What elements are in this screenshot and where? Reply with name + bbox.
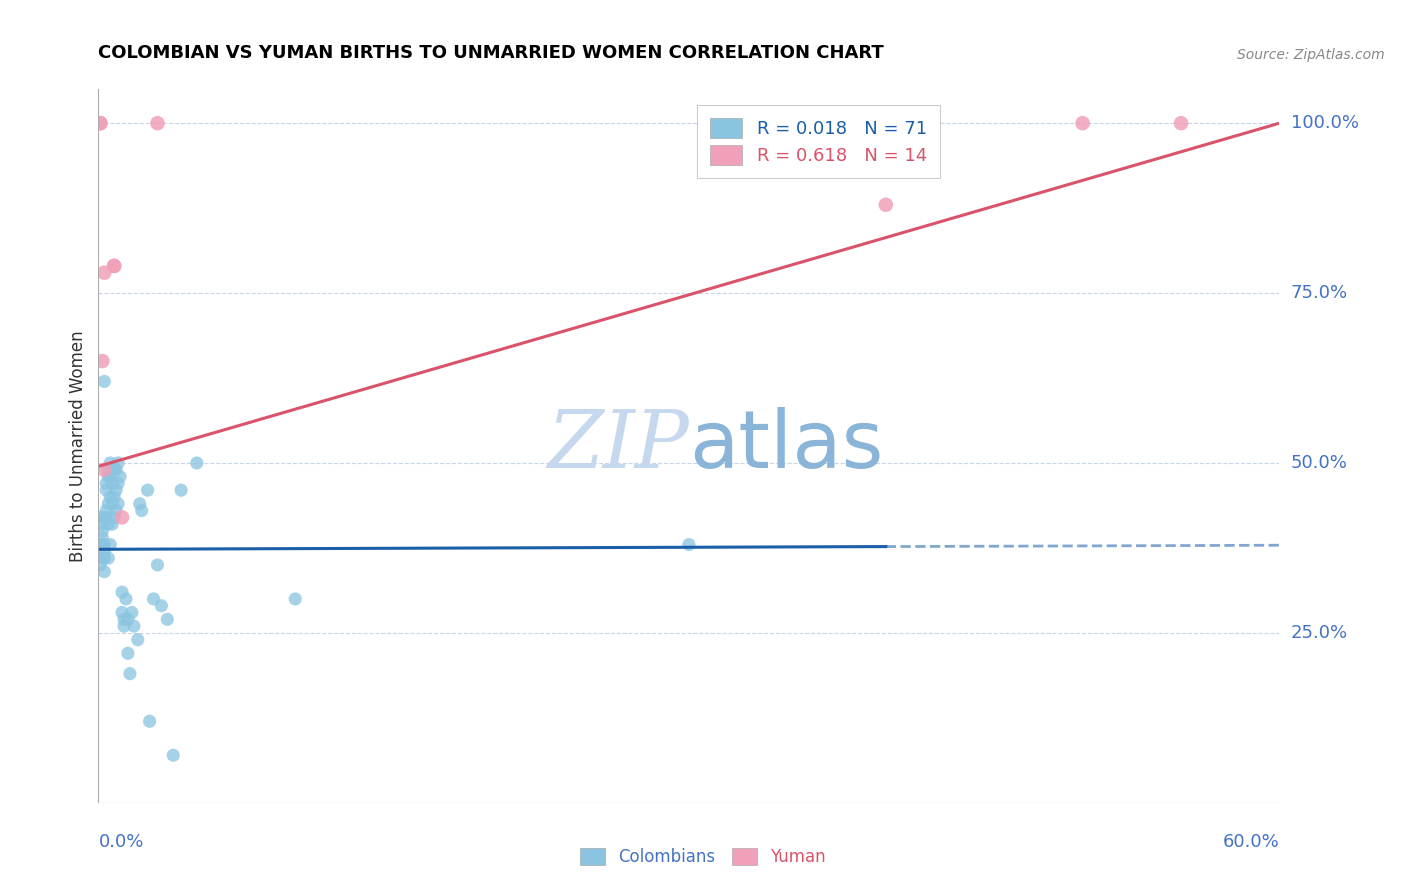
Point — [112, 619, 135, 633]
Point — [98, 456, 121, 470]
Point — [97, 463, 120, 477]
Point — [117, 646, 139, 660]
Point — [111, 585, 134, 599]
Point — [96, 476, 118, 491]
Point — [93, 375, 115, 389]
Point — [284, 591, 307, 606]
Point — [97, 497, 120, 511]
Point — [678, 537, 700, 551]
Point — [89, 116, 111, 130]
Point — [101, 517, 124, 532]
Point — [107, 497, 129, 511]
Point — [96, 510, 118, 524]
Point — [128, 497, 150, 511]
Text: 75.0%: 75.0% — [1291, 284, 1348, 302]
Text: ZIP: ZIP — [547, 408, 689, 484]
Point — [93, 565, 115, 579]
Point — [91, 537, 114, 551]
Point — [131, 503, 153, 517]
Point — [93, 551, 115, 566]
Text: 25.0%: 25.0% — [1291, 624, 1348, 642]
Point — [93, 544, 115, 558]
Point — [98, 469, 121, 483]
Point — [89, 558, 111, 572]
Point — [156, 612, 179, 626]
Point — [121, 606, 143, 620]
Point — [138, 714, 160, 729]
Point — [101, 497, 124, 511]
Point — [186, 456, 208, 470]
Point — [103, 259, 125, 273]
Y-axis label: Births to Unmarried Women: Births to Unmarried Women — [69, 330, 87, 562]
Point — [97, 469, 120, 483]
Point — [89, 116, 111, 130]
Point — [111, 510, 134, 524]
Point — [93, 537, 115, 551]
Point — [96, 503, 118, 517]
Point — [91, 517, 114, 532]
Point — [146, 558, 169, 572]
Point — [93, 266, 115, 280]
Point — [170, 483, 193, 498]
Point — [118, 666, 141, 681]
Point — [136, 483, 159, 498]
Text: COLOMBIAN VS YUMAN BIRTHS TO UNMARRIED WOMEN CORRELATION CHART: COLOMBIAN VS YUMAN BIRTHS TO UNMARRIED W… — [98, 45, 884, 62]
Point — [91, 531, 114, 545]
Point — [150, 599, 173, 613]
Point — [105, 463, 128, 477]
Point — [96, 483, 118, 498]
Point — [101, 476, 124, 491]
Point — [98, 537, 121, 551]
Point — [103, 510, 125, 524]
Point — [98, 490, 121, 504]
Point — [122, 619, 145, 633]
Point — [91, 524, 114, 538]
Point — [142, 591, 165, 606]
Legend: R = 0.018   N = 71, R = 0.618   N = 14: R = 0.018 N = 71, R = 0.618 N = 14 — [697, 105, 939, 178]
Point — [115, 591, 138, 606]
Point — [875, 198, 897, 212]
Point — [105, 483, 128, 498]
Text: Source: ZipAtlas.com: Source: ZipAtlas.com — [1237, 48, 1385, 62]
Point — [1071, 116, 1094, 130]
Point — [103, 490, 125, 504]
Text: atlas: atlas — [689, 407, 883, 485]
Point — [97, 517, 120, 532]
Text: 0.0%: 0.0% — [98, 833, 143, 851]
Text: 60.0%: 60.0% — [1223, 833, 1279, 851]
Legend: Colombians, Yuman: Colombians, Yuman — [572, 840, 834, 875]
Point — [117, 612, 139, 626]
Point — [101, 463, 124, 477]
Point — [127, 632, 149, 647]
Point — [97, 551, 120, 566]
Point — [1170, 116, 1192, 130]
Point — [112, 612, 135, 626]
Point — [162, 748, 184, 763]
Point — [107, 456, 129, 470]
Point — [89, 537, 111, 551]
Point — [93, 510, 115, 524]
Point — [108, 469, 131, 483]
Point — [107, 476, 129, 491]
Point — [93, 463, 115, 477]
Point — [103, 463, 125, 477]
Point — [89, 510, 111, 524]
Text: 100.0%: 100.0% — [1291, 114, 1358, 132]
Point — [91, 551, 114, 566]
Point — [111, 606, 134, 620]
Text: 50.0%: 50.0% — [1291, 454, 1347, 472]
Point — [105, 503, 128, 517]
Point — [91, 354, 114, 368]
Point — [146, 116, 169, 130]
Point — [103, 259, 125, 273]
